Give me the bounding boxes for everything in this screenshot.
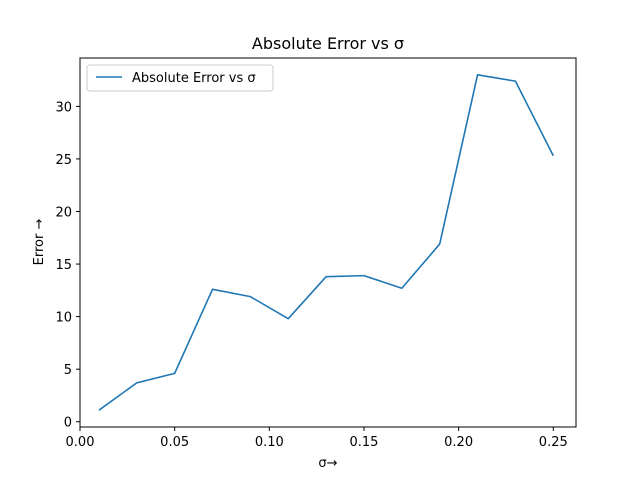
x-tick-label: 0.00 xyxy=(66,435,95,450)
legend-label: Absolute Error vs σ xyxy=(132,71,256,86)
y-tick-label: 10 xyxy=(55,311,72,326)
y-tick-label: 0 xyxy=(64,416,72,431)
y-tick-label: 20 xyxy=(55,205,72,220)
x-axis: 0.00 0.05 0.10 0.15 0.20 0.25 xyxy=(66,427,568,450)
y-axis-label: Error → xyxy=(32,219,47,266)
plot-area xyxy=(79,57,577,428)
chart-title: Absolute Error vs σ xyxy=(252,34,404,53)
x-tick-label: 0.20 xyxy=(444,435,473,450)
x-tick-label: 0.15 xyxy=(349,435,378,450)
legend-box xyxy=(86,64,274,92)
legend: Absolute Error vs σ xyxy=(86,64,274,92)
x-axis-label: σ→ xyxy=(318,456,337,471)
x-tick-label: 0.05 xyxy=(160,435,189,450)
x-tick-label: 0.25 xyxy=(539,435,568,450)
y-tick-label: 30 xyxy=(55,100,72,115)
x-tick-label: 0.10 xyxy=(255,435,284,450)
y-tick-label: 5 xyxy=(64,363,72,378)
series-layer xyxy=(98,74,554,411)
series-line xyxy=(98,74,554,411)
y-tick-label: 25 xyxy=(55,153,72,168)
y-axis: 0 5 10 15 20 25 30 xyxy=(55,100,80,431)
y-tick-label: 15 xyxy=(55,258,72,273)
